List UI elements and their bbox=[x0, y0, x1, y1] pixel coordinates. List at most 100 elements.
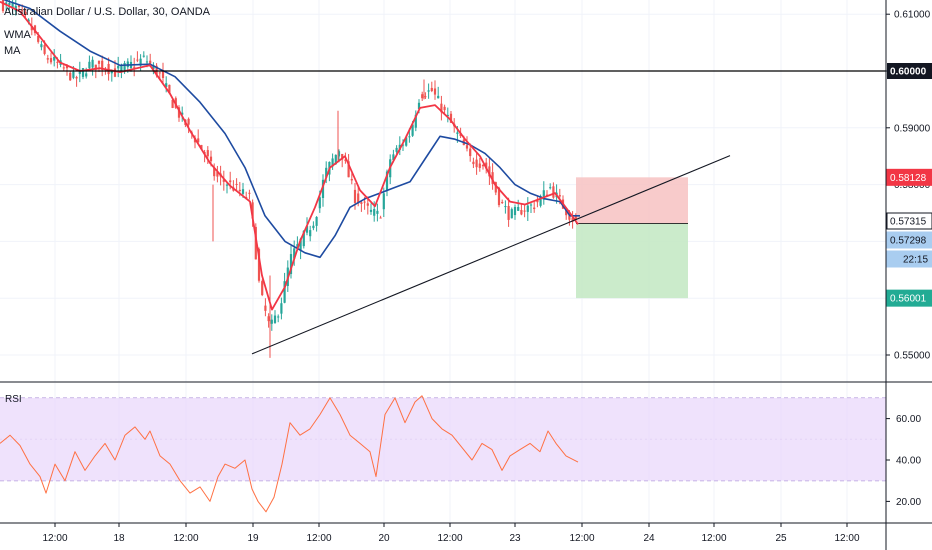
candle-body bbox=[17, 5, 21, 7]
candle-body bbox=[478, 163, 481, 168]
time-tick-label: 12:00 bbox=[306, 533, 331, 544]
candle-body bbox=[568, 213, 571, 220]
candle-body bbox=[65, 65, 69, 69]
candle-body bbox=[37, 35, 40, 42]
candle-body bbox=[520, 209, 523, 215]
candle-body bbox=[497, 187, 501, 206]
time-tick-label: 18 bbox=[113, 533, 125, 544]
candle-body bbox=[344, 159, 347, 161]
candle-body bbox=[254, 226, 257, 260]
candle-body bbox=[110, 70, 113, 74]
candle-body bbox=[481, 164, 485, 167]
candle-body bbox=[56, 61, 59, 63]
candle-body bbox=[321, 179, 325, 199]
chart-title[interactable]: Australian Dollar / U.S. Dollar, 30, OAN… bbox=[4, 6, 211, 18]
candle-body bbox=[296, 244, 299, 249]
candle-body bbox=[517, 206, 520, 211]
candle-body bbox=[421, 94, 424, 99]
candle-body bbox=[312, 225, 315, 229]
candle-body bbox=[395, 147, 398, 152]
candle-body bbox=[293, 248, 296, 259]
candle-body bbox=[385, 171, 389, 192]
candle-body bbox=[501, 202, 504, 204]
candle-body bbox=[552, 186, 555, 198]
ma-indicator-label[interactable]: MA bbox=[4, 45, 21, 57]
candle-body bbox=[181, 112, 184, 115]
level-price-box bbox=[887, 63, 932, 79]
candle-body bbox=[43, 44, 46, 54]
time-tick-label: 23 bbox=[509, 533, 521, 544]
candle-body bbox=[485, 162, 488, 169]
candle-body bbox=[440, 103, 443, 113]
candle-body bbox=[261, 281, 264, 296]
time-tick-label: 25 bbox=[775, 533, 787, 544]
candle-body bbox=[40, 44, 43, 48]
candle-body bbox=[430, 87, 433, 92]
candle-body bbox=[222, 179, 225, 182]
price-tick-label: 0.55000 bbox=[894, 351, 931, 362]
trendline-layer[interactable] bbox=[0, 70, 886, 355]
candle-body bbox=[475, 159, 478, 168]
rsi-indicator-label[interactable]: RSI bbox=[5, 394, 22, 405]
candle-body bbox=[318, 197, 321, 209]
candle-body bbox=[523, 210, 526, 212]
candle-body bbox=[113, 68, 117, 77]
candle-body bbox=[379, 217, 382, 219]
candle-body bbox=[235, 183, 238, 185]
price-label-text: 0.58128 bbox=[890, 173, 927, 184]
short-position-tool[interactable] bbox=[576, 177, 688, 299]
candle-body bbox=[200, 144, 203, 149]
price-tick-label: 0.61000 bbox=[894, 10, 931, 21]
candle-body bbox=[558, 195, 561, 197]
candle-body bbox=[101, 60, 104, 70]
time-tick-label: 24 bbox=[643, 533, 655, 544]
candle-body bbox=[565, 210, 568, 216]
rsi-band bbox=[0, 397, 886, 481]
candle-body bbox=[331, 158, 334, 167]
candle-body bbox=[417, 102, 421, 110]
candle-body bbox=[360, 202, 363, 204]
candle-body bbox=[325, 167, 328, 178]
candle-body bbox=[542, 190, 545, 200]
candle-body bbox=[465, 145, 469, 149]
wma-indicator-label[interactable]: WMA bbox=[4, 29, 31, 41]
candle-body bbox=[510, 209, 513, 219]
candle-body bbox=[149, 60, 152, 64]
candle-body bbox=[574, 214, 577, 220]
price-label-box bbox=[886, 231, 932, 249]
candle-body bbox=[513, 206, 517, 216]
candle-body bbox=[88, 61, 91, 69]
candle-body bbox=[382, 193, 385, 210]
candle-body bbox=[373, 208, 376, 216]
candle-body bbox=[443, 106, 446, 111]
candle-body bbox=[549, 187, 552, 189]
rsi-tick-label: 20.00 bbox=[896, 497, 921, 508]
candle-body bbox=[5, 2, 8, 5]
candle-body bbox=[315, 216, 318, 226]
candle-body bbox=[337, 151, 341, 157]
candle-body bbox=[305, 225, 309, 233]
take-profit-zone bbox=[576, 223, 688, 299]
candle-body bbox=[24, 11, 27, 15]
candle-body bbox=[72, 71, 75, 78]
candle-body bbox=[225, 184, 229, 186]
candle-body bbox=[238, 189, 241, 192]
candle-body bbox=[469, 148, 472, 157]
price-label-box bbox=[886, 212, 932, 230]
candle-body bbox=[257, 249, 261, 281]
candle-body bbox=[133, 66, 136, 68]
candle-body bbox=[491, 172, 494, 184]
time-tick-label: 12:00 bbox=[834, 533, 859, 544]
candle-body bbox=[91, 59, 94, 68]
candle-body bbox=[280, 303, 283, 314]
candle-body bbox=[1, 0, 5, 11]
candle-body bbox=[11, 2, 14, 9]
ma-line bbox=[2, 0, 580, 259]
candle-body bbox=[273, 315, 277, 323]
candle-body bbox=[213, 167, 216, 177]
candle-body bbox=[401, 144, 405, 146]
candle-body bbox=[350, 179, 353, 181]
price-label-box bbox=[886, 168, 932, 186]
candle-body bbox=[411, 124, 414, 136]
